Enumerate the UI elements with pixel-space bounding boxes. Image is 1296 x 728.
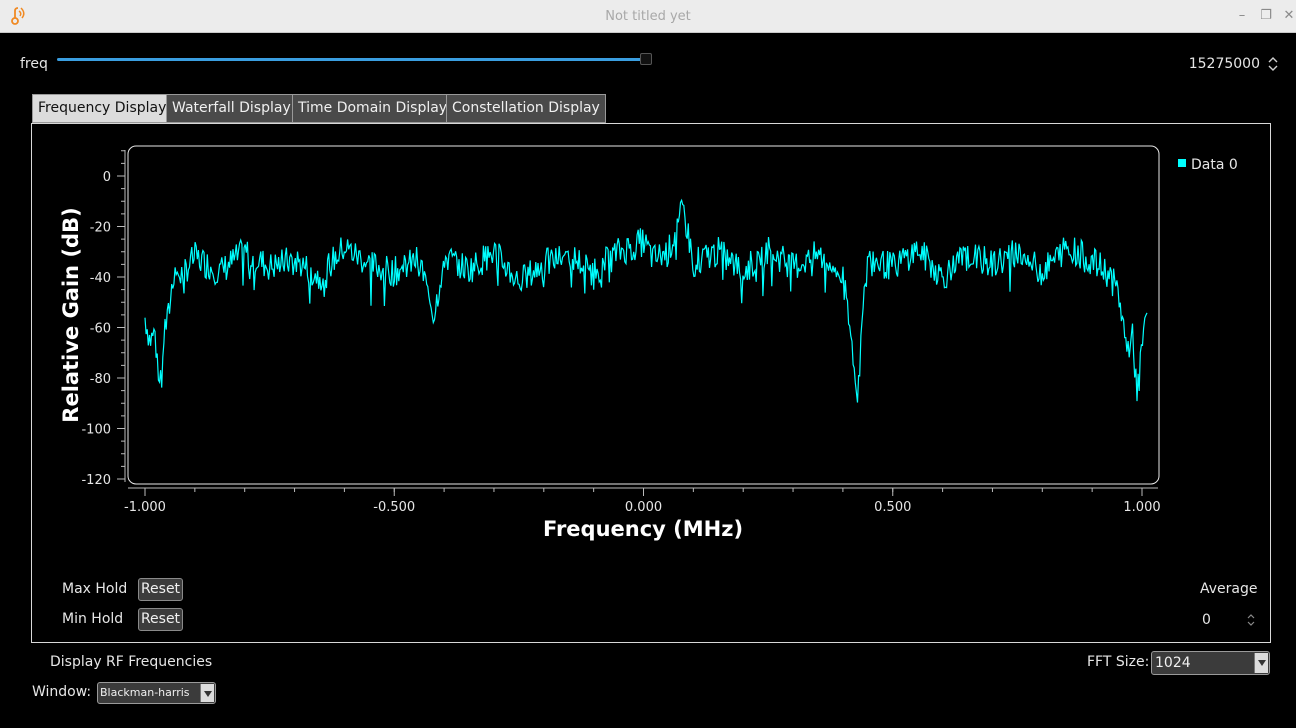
freq-slider[interactable] xyxy=(57,58,642,61)
restore-icon[interactable]: ❐ xyxy=(1260,8,1272,23)
y-tick-label: -80 xyxy=(90,372,111,387)
min-hold-reset-button[interactable]: Reset xyxy=(138,608,183,631)
min-hold-label: Min Hold xyxy=(62,611,124,627)
freq-value-field[interactable]: 15275000 xyxy=(1188,56,1260,72)
x-axis-label: Frequency (MHz) xyxy=(543,517,743,541)
x-tick-label: 1.000 xyxy=(1123,500,1160,515)
freq-label: freq xyxy=(20,56,48,72)
fft-size-select[interactable]: 1024 xyxy=(1151,651,1270,675)
gnuradio-logo-icon xyxy=(11,7,25,25)
series-line-data-0 xyxy=(144,198,1148,403)
y-tick-label: -20 xyxy=(90,221,111,236)
x-tick-label: 0.500 xyxy=(874,500,911,515)
minimize-icon[interactable]: – xyxy=(1238,8,1246,23)
legend-label: Data 0 xyxy=(1191,157,1238,173)
tab-frequency-display[interactable]: Frequency Display xyxy=(32,94,173,123)
fft-size-value: 1024 xyxy=(1155,655,1191,671)
y-tick-label: -100 xyxy=(81,423,111,438)
display-rf-frequencies-checkbox[interactable]: Display RF Frequencies xyxy=(50,654,213,670)
freq-slider-handle[interactable] xyxy=(640,53,652,65)
average-label: Average xyxy=(1200,581,1258,597)
x-tick-label: -0.500 xyxy=(373,500,415,515)
tab-time-domain-display[interactable]: Time Domain Display xyxy=(292,94,454,123)
frequency-display-panel xyxy=(31,123,1271,643)
window-label: Window: xyxy=(32,684,92,700)
window-value: Blackman-harris xyxy=(100,686,190,699)
max-hold-label: Max Hold xyxy=(62,581,128,597)
y-tick-label: -40 xyxy=(90,271,111,286)
title-bar: Not titled yet – ❐ ✕ xyxy=(0,0,1296,33)
tab-waterfall-display[interactable]: Waterfall Display xyxy=(166,94,297,123)
y-tick-label: -120 xyxy=(81,473,111,488)
close-icon[interactable]: ✕ xyxy=(1283,8,1295,23)
average-value-field[interactable]: 0 xyxy=(1202,612,1211,628)
average-spinbox-arrows[interactable] xyxy=(1244,610,1258,630)
chevron-down-icon xyxy=(200,684,214,702)
legend-swatch xyxy=(1178,159,1186,167)
window-select[interactable]: Blackman-harris xyxy=(97,682,216,704)
y-axis-label: Relative Gain (dB) xyxy=(59,207,83,422)
freq-spinbox-arrows[interactable] xyxy=(1266,54,1280,74)
window-title: Not titled yet xyxy=(605,9,691,24)
x-tick-label: -1.000 xyxy=(124,500,166,515)
plot-canvas-frame xyxy=(127,145,1160,485)
fft-size-label: FFT Size: xyxy=(1087,654,1150,670)
chevron-down-icon xyxy=(1254,653,1268,673)
max-hold-reset-button[interactable]: Reset xyxy=(138,578,183,601)
y-tick-label: -60 xyxy=(90,322,111,337)
frequency-plot: 0 -20 -40 -60 -80 -100 -120 -1.000 -0.500 0.000 0… xyxy=(59,145,1238,541)
y-tick-label: 0 xyxy=(103,170,111,185)
tab-constellation-display[interactable]: Constellation Display xyxy=(446,94,606,123)
x-tick-label: 0.000 xyxy=(625,500,662,515)
